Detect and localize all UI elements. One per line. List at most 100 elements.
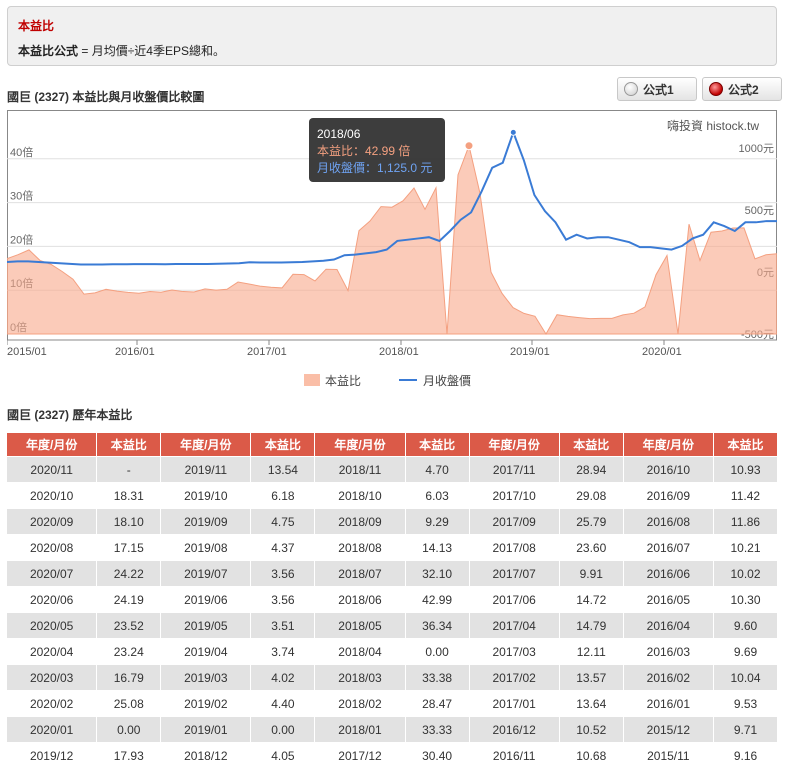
formula1-button[interactable]: 公式1 [617, 77, 697, 101]
table-row: 2020/05 23.52 2019/05 3.51 2018/05 36.34 2017/… [5, 612, 778, 639]
tooltip-date: 2018/06 [317, 127, 361, 141]
table-cell: 4.02 [250, 664, 316, 691]
table-cell: 10.21 [713, 534, 778, 561]
radio-off-icon [624, 82, 638, 96]
table-cell: 29.08 [558, 482, 624, 509]
right-tick-label: 1000元 [739, 143, 774, 155]
table-cell: 14.79 [558, 612, 624, 639]
table-cell: 4.37 [250, 534, 316, 561]
table-cell: 23.24 [96, 638, 162, 665]
table-cell: 3.51 [250, 612, 316, 639]
table-cell: 2018/05 [314, 612, 406, 639]
table-row: 2019/12 17.93 2018/12 4.05 2017/12 30.40 2016/… [5, 742, 778, 769]
table-header-cell: 本益比 [558, 432, 624, 457]
table-cell: 9.71 [713, 716, 778, 743]
x-tick-label: 2017/01 [247, 346, 287, 358]
table-cell: 2018/10 [314, 482, 406, 509]
table-cell: 2019/05 [160, 612, 252, 639]
formula2-button[interactable]: 公式2 [702, 77, 782, 101]
table-cell: 2017/12 [314, 742, 406, 769]
table-header-cell: 年度/月份 [468, 432, 560, 457]
table-header-cell: 年度/月份 [622, 432, 715, 457]
table-header-cell: 本益比 [250, 432, 316, 457]
price-line-series [6, 129, 777, 266]
pe-history-table: 年度/月份 本益比 年度/月份 本益比 年度/月份 本益比 年度/月份 本益比 年度/月份 本益比… [5, 432, 778, 769]
table-cell: 2016/02 [622, 664, 715, 691]
table-cell: 2019/12 [5, 742, 98, 769]
table-cell: 2017/06 [468, 586, 560, 613]
table-cell: 2018/03 [314, 664, 406, 691]
table-row: 2020/11-2019/11 13.54 2018/11 4.70 2017/11 28… [5, 456, 778, 483]
table-cell: 2020/02 [5, 690, 98, 717]
x-tick-label: 2016/01 [115, 346, 155, 358]
table-cell: 13.57 [558, 664, 624, 691]
formula-label: 本益比公式 [18, 44, 79, 58]
chart-section-title: 國巨 (2327) 本益比與月收盤價比較圖 [7, 90, 205, 104]
table-cell: 10.02 [713, 560, 778, 587]
table-cell: 9.53 [713, 690, 778, 717]
left-tick-label: 40倍 [10, 145, 33, 159]
table-cell: 2019/07 [160, 560, 252, 587]
table-cell: 24.19 [96, 586, 162, 613]
table-cell: 2017/03 [468, 638, 560, 665]
table-header-row: 年度/月份 本益比 年度/月份 本益比 年度/月份 本益比 年度/月份 本益比 年度/月份 本益比 [5, 432, 778, 457]
table-cell: 25.79 [558, 508, 624, 535]
table-body: 2020/11-2019/11 13.54 2018/11 4.70 2017/11 28… [5, 456, 778, 769]
table-cell: 2020/03 [5, 664, 98, 691]
table-row: 2020/03 16.79 2019/03 4.02 2018/03 33.38 2017/… [5, 664, 778, 691]
table-row: 2020/08 17.15 2019/08 4.37 2018/08 14.13 2017/… [5, 534, 778, 561]
table-cell: 2017/10 [468, 482, 560, 509]
table-cell: 2019/11 [160, 456, 252, 483]
table-cell: 42.99 [404, 586, 470, 613]
table-cell: 9.16 [713, 742, 778, 769]
table-header-cell: 年度/月份 [160, 432, 252, 457]
table-cell: 2017/09 [468, 508, 560, 535]
table-row: 2020/02 25.08 2019/02 4.40 2018/02 28.47 2017/… [5, 690, 778, 717]
table-header-cell: 年度/月份 [314, 432, 406, 457]
table-cell: 2019/01 [160, 716, 252, 743]
table-cell: 2016/05 [622, 586, 715, 613]
table-cell: 4.75 [250, 508, 316, 535]
table-cell: 2016/07 [622, 534, 715, 561]
table-row: 2020/04 23.24 2019/04 3.74 2018/04 0.00 2017/0… [5, 638, 778, 665]
table-cell: 0.00 [96, 716, 162, 743]
table-cell: 3.56 [250, 560, 316, 587]
table-cell: 2016/08 [622, 508, 715, 535]
table-cell: 2018/01 [314, 716, 406, 743]
x-tick-label: 2015/01 [7, 346, 47, 358]
info-title: 本益比 [18, 19, 55, 33]
table-cell: 30.40 [404, 742, 470, 769]
table-row: 2020/01 0.00 2019/01 0.00 2018/01 33.33 2016/1… [5, 716, 778, 743]
table-row: 2020/06 24.19 2019/06 3.56 2018/06 42.99 2017/… [5, 586, 778, 613]
table-cell: 0.00 [250, 716, 316, 743]
table-cell: 17.93 [96, 742, 162, 769]
table-cell: 10.93 [713, 456, 778, 483]
table-cell: 2020/01 [5, 716, 98, 743]
table-cell: 2016/04 [622, 612, 715, 639]
table-cell: 2017/02 [468, 664, 560, 691]
table-cell: 4.70 [404, 456, 470, 483]
table-cell: 2018/06 [314, 586, 406, 613]
table-cell: 2016/09 [622, 482, 715, 509]
table-cell: 9.69 [713, 638, 778, 665]
table-cell: 28.47 [404, 690, 470, 717]
table-cell: 2016/01 [622, 690, 715, 717]
formula-text: = 月均價÷近4季EPS總和。 [78, 44, 225, 58]
table-cell: 2017/01 [468, 690, 560, 717]
table-cell: 2018/07 [314, 560, 406, 587]
table-cell: 0.00 [404, 638, 470, 665]
table-cell: 2016/11 [468, 742, 560, 769]
table-cell: 18.10 [96, 508, 162, 535]
tooltip-box [309, 118, 445, 182]
price-highlight-point [509, 128, 517, 136]
x-tick-label: 2018/01 [379, 346, 419, 358]
table-cell: 2016/10 [622, 456, 715, 483]
table-cell: 4.05 [250, 742, 316, 769]
table-cell: 2017/07 [468, 560, 560, 587]
tooltip-pe: 本益比：42.99 倍 [317, 143, 410, 158]
x-tick-label: 2020/01 [642, 346, 682, 358]
table-cell: 2019/09 [160, 508, 252, 535]
table-cell: 4.40 [250, 690, 316, 717]
table-cell: 17.15 [96, 534, 162, 561]
table-cell: 33.38 [404, 664, 470, 691]
